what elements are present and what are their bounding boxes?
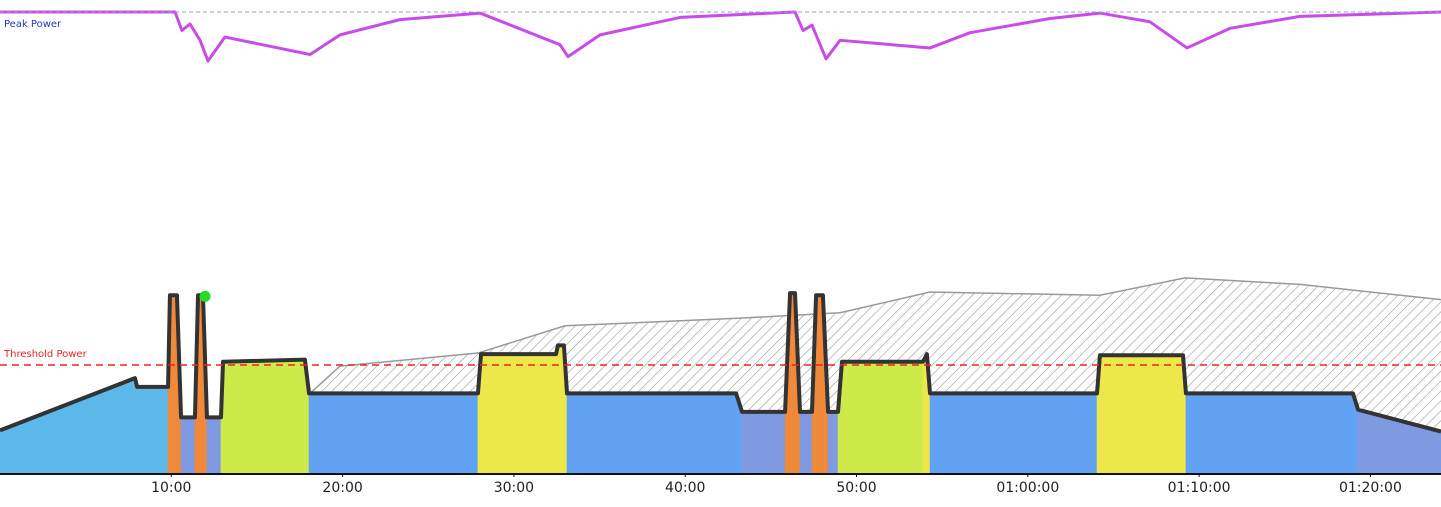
power-zone-fill [136, 386, 169, 475]
power-zone-fill [222, 359, 306, 475]
power-zone-fill [1185, 393, 1354, 475]
x-tick-label: 01:20:00 [1339, 480, 1402, 496]
x-tick-label: 30:00 [494, 480, 534, 496]
x-tick-label: 50:00 [836, 480, 876, 496]
power-zone-fill [827, 411, 839, 475]
x-tick-label: 20:00 [322, 480, 362, 496]
power-line [0, 291, 1441, 434]
x-tick-label: 01:10:00 [1168, 480, 1231, 496]
hatch-outline [309, 277, 1441, 394]
reference-label: Threshold Power [3, 349, 88, 360]
power-zone-fill [206, 417, 222, 475]
curve-line [0, 10, 1441, 63]
power-zone-fill [741, 411, 786, 475]
x-tick-label: 40:00 [665, 480, 705, 496]
power-zone-fill [134, 378, 138, 475]
power-zone-fill [308, 393, 479, 475]
power-zone-fill [480, 353, 557, 475]
peak-marker [199, 290, 211, 302]
power-zone-fill [180, 417, 196, 475]
x-tick-label: 10:00 [151, 480, 191, 496]
power-zone-fill [929, 393, 1098, 475]
x-tick-label: 01:00:00 [996, 480, 1059, 496]
reference-label: Peak Power [4, 19, 62, 30]
power-zone-fill [0, 377, 136, 475]
power-zone-fill [841, 361, 924, 475]
power-zone-fill [566, 393, 737, 475]
power-zone-fill [1099, 354, 1184, 475]
power-zone-fill [799, 411, 813, 475]
